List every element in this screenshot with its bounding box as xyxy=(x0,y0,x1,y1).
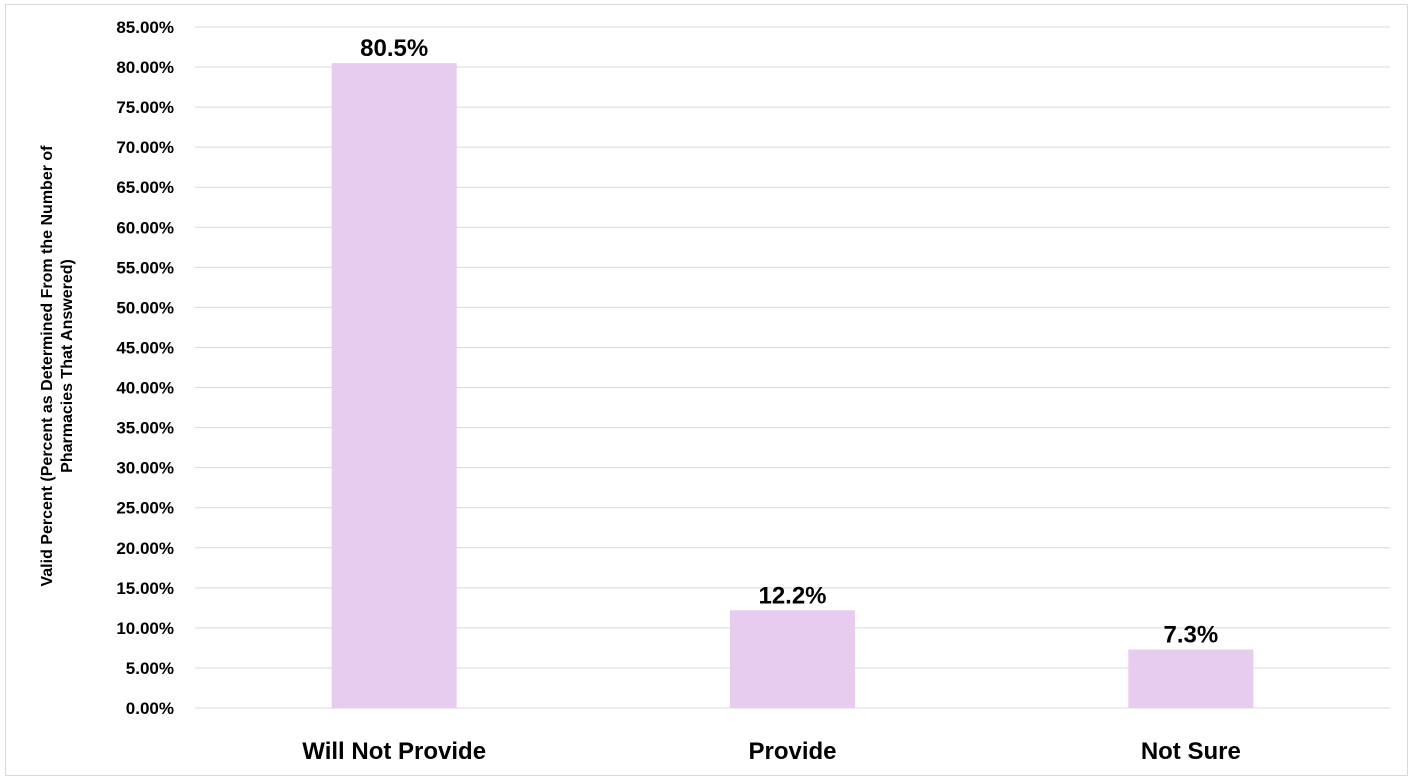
y-tick-label: 80.00% xyxy=(116,58,174,77)
y-tick-label: 60.00% xyxy=(116,218,174,237)
bar xyxy=(1128,649,1254,708)
y-tick-label: 10.00% xyxy=(116,619,174,638)
y-tick-label: 5.00% xyxy=(126,659,174,678)
y-tick-label: 75.00% xyxy=(116,98,174,117)
y-tick-label: 70.00% xyxy=(116,138,174,157)
y-tick-label: 25.00% xyxy=(116,499,174,518)
y-axis-ticks: 0.00% 5.00% 10.00% 15.00% 20.00% 25.00% 30.00%… xyxy=(116,18,174,718)
data-labels: 80.5% 12.2% 7.3% xyxy=(360,35,1218,648)
y-tick-label: 85.00% xyxy=(116,18,174,37)
y-axis-title-line-2: Pharmacies That Answered) xyxy=(59,259,76,473)
bars xyxy=(331,63,1254,709)
y-axis-title: Valid Percent (Percent as Determined Fro… xyxy=(39,145,76,587)
y-tick-label: 55.00% xyxy=(116,258,174,277)
x-category-label: Not Sure xyxy=(1141,738,1241,765)
bar xyxy=(730,610,855,708)
y-tick-label: 15.00% xyxy=(116,579,174,598)
y-axis-title-line-1: Valid Percent (Percent as Determined Fro… xyxy=(39,145,56,587)
y-tick-label: 35.00% xyxy=(116,419,174,438)
data-label: 12.2% xyxy=(758,582,826,609)
y-tick-label: 0.00% xyxy=(126,699,174,718)
chart-frame xyxy=(5,4,1408,776)
x-category-label: Provide xyxy=(748,738,836,765)
y-tick-label: 40.00% xyxy=(116,379,174,398)
y-tick-label: 50.00% xyxy=(116,298,174,317)
x-axis-categories: Will Not Provide Provide Not Sure xyxy=(302,738,1241,765)
x-category-label: Will Not Provide xyxy=(302,738,486,765)
data-label: 80.5% xyxy=(360,35,428,62)
y-tick-label: 30.00% xyxy=(116,459,174,478)
y-tick-label: 45.00% xyxy=(116,338,174,357)
y-tick-label: 20.00% xyxy=(116,539,174,558)
bar xyxy=(331,63,457,709)
y-tick-label: 65.00% xyxy=(116,178,174,197)
data-label: 7.3% xyxy=(1163,622,1218,649)
